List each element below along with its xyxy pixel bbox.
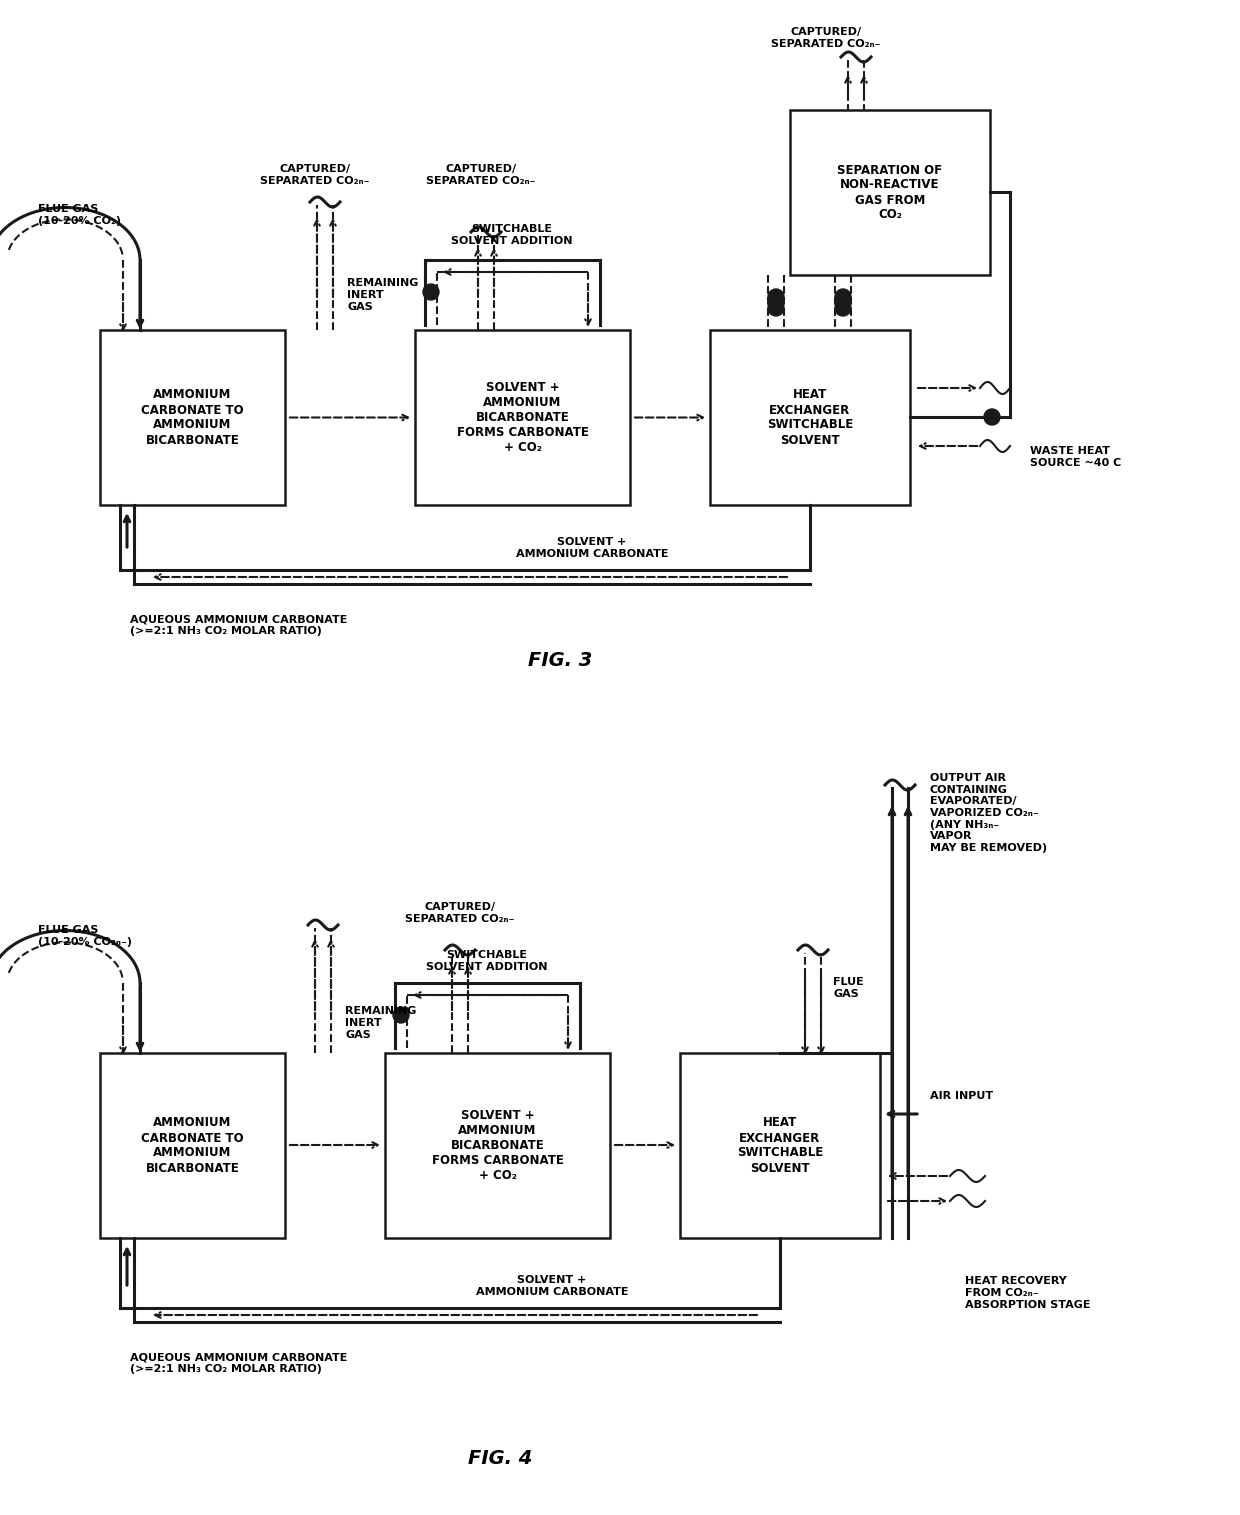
Text: FIG. 4: FIG. 4 bbox=[467, 1448, 532, 1468]
Text: AQUEOUS AMMONIUM CARBONATE
(>=2:1 NH₃ CO₂ MOLAR RATIO): AQUEOUS AMMONIUM CARBONATE (>=2:1 NH₃ CO… bbox=[130, 614, 347, 636]
FancyBboxPatch shape bbox=[100, 1053, 285, 1238]
Text: AQUEOUS AMMONIUM CARBONATE
(>=2:1 NH₃ CO₂ MOLAR RATIO): AQUEOUS AMMONIUM CARBONATE (>=2:1 NH₃ CO… bbox=[130, 1353, 347, 1374]
Text: SWITCHABLE
SOLVENT ADDITION: SWITCHABLE SOLVENT ADDITION bbox=[451, 224, 573, 245]
Text: AMMONIUM
CARBONATE TO
AMMONIUM
BICARBONATE: AMMONIUM CARBONATE TO AMMONIUM BICARBONA… bbox=[141, 388, 244, 447]
Text: CAPTURED/
SEPARATED CO₂ₙ₋: CAPTURED/ SEPARATED CO₂ₙ₋ bbox=[771, 27, 880, 48]
FancyBboxPatch shape bbox=[790, 111, 990, 276]
Text: FLUE GAS
(10-20% CO₂ₙ₋): FLUE GAS (10-20% CO₂ₙ₋) bbox=[38, 926, 131, 947]
Text: AIR INPUT: AIR INPUT bbox=[930, 1091, 993, 1101]
Text: CAPTURED/
SEPARATED CO₂ₙ₋: CAPTURED/ SEPARATED CO₂ₙ₋ bbox=[427, 164, 536, 186]
Circle shape bbox=[768, 289, 784, 305]
Text: HEAT
EXCHANGER
SWITCHABLE
SOLVENT: HEAT EXCHANGER SWITCHABLE SOLVENT bbox=[737, 1117, 823, 1174]
Text: REMAINING
INERT
GAS: REMAINING INERT GAS bbox=[345, 1006, 417, 1039]
Circle shape bbox=[768, 300, 784, 317]
Text: SWITCHABLE
SOLVENT ADDITION: SWITCHABLE SOLVENT ADDITION bbox=[427, 950, 548, 971]
Text: SEPARATION OF
NON-REACTIVE
GAS FROM
CO₂: SEPARATION OF NON-REACTIVE GAS FROM CO₂ bbox=[837, 164, 942, 221]
Text: SOLVENT +
AMMONIUM CARBONATE: SOLVENT + AMMONIUM CARBONATE bbox=[476, 1276, 629, 1297]
Text: SOLVENT +
AMMONIUM
BICARBONATE
FORMS CARBONATE
+ CO₂: SOLVENT + AMMONIUM BICARBONATE FORMS CAR… bbox=[456, 380, 589, 454]
Circle shape bbox=[393, 1007, 409, 1023]
Text: FLUE GAS
(10-20% CO₂): FLUE GAS (10-20% CO₂) bbox=[38, 205, 122, 226]
FancyBboxPatch shape bbox=[680, 1053, 880, 1238]
Circle shape bbox=[423, 283, 439, 300]
Text: HEAT RECOVERY
FROM CO₂ₙ₋
ABSORPTION STAGE: HEAT RECOVERY FROM CO₂ₙ₋ ABSORPTION STAG… bbox=[965, 1277, 1090, 1309]
Text: SOLVENT +
AMMONIUM CARBONATE: SOLVENT + AMMONIUM CARBONATE bbox=[516, 538, 668, 559]
Text: FLUE
GAS: FLUE GAS bbox=[833, 977, 864, 998]
Text: OUTPUT AIR
CONTAINING
EVAPORATED/
VAPORIZED CO₂ₙ₋
(ANY NH₃ₙ₋
VAPOR
MAY BE REMOVE: OUTPUT AIR CONTAINING EVAPORATED/ VAPORI… bbox=[930, 773, 1047, 853]
Text: AMMONIUM
CARBONATE TO
AMMONIUM
BICARBONATE: AMMONIUM CARBONATE TO AMMONIUM BICARBONA… bbox=[141, 1117, 244, 1174]
Text: FIG. 3: FIG. 3 bbox=[528, 650, 593, 670]
Circle shape bbox=[835, 289, 851, 305]
Circle shape bbox=[835, 300, 851, 317]
FancyBboxPatch shape bbox=[100, 330, 285, 504]
Text: WASTE HEAT
SOURCE ~40 C: WASTE HEAT SOURCE ~40 C bbox=[1030, 447, 1121, 468]
FancyBboxPatch shape bbox=[415, 330, 630, 504]
Text: CAPTURED/
SEPARATED CO₂ₙ₋: CAPTURED/ SEPARATED CO₂ₙ₋ bbox=[260, 164, 370, 186]
Text: REMAINING
INERT
GAS: REMAINING INERT GAS bbox=[347, 279, 418, 312]
Text: CAPTURED/
SEPARATED CO₂ₙ₋: CAPTURED/ SEPARATED CO₂ₙ₋ bbox=[405, 903, 515, 924]
FancyBboxPatch shape bbox=[711, 330, 910, 504]
Text: HEAT
EXCHANGER
SWITCHABLE
SOLVENT: HEAT EXCHANGER SWITCHABLE SOLVENT bbox=[766, 388, 853, 447]
FancyBboxPatch shape bbox=[384, 1053, 610, 1238]
Text: SOLVENT +
AMMONIUM
BICARBONATE
FORMS CARBONATE
+ CO₂: SOLVENT + AMMONIUM BICARBONATE FORMS CAR… bbox=[432, 1109, 563, 1182]
Circle shape bbox=[985, 409, 999, 426]
